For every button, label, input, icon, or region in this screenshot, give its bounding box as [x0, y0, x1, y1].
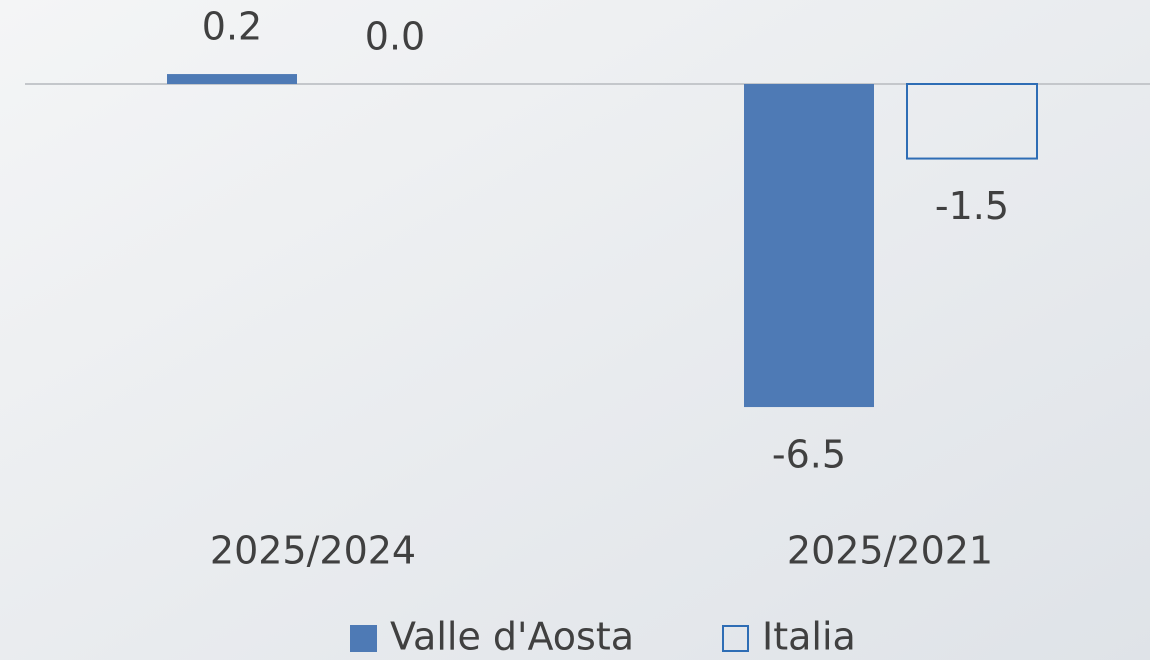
data-label: -6.5 [772, 433, 846, 477]
bar [167, 74, 297, 84]
bar [744, 84, 874, 408]
legend-label: Italia [762, 615, 856, 659]
x-tick-label: 2025/2021 [787, 529, 993, 573]
bar [906, 83, 1038, 160]
legend-swatch [350, 625, 377, 652]
data-label: 0.0 [365, 15, 425, 59]
data-label: 0.2 [202, 5, 262, 49]
legend-swatch [722, 625, 749, 652]
data-label: -1.5 [935, 184, 1009, 228]
x-tick-label: 2025/2024 [210, 529, 416, 573]
legend-label: Valle d'Aosta [390, 615, 634, 659]
